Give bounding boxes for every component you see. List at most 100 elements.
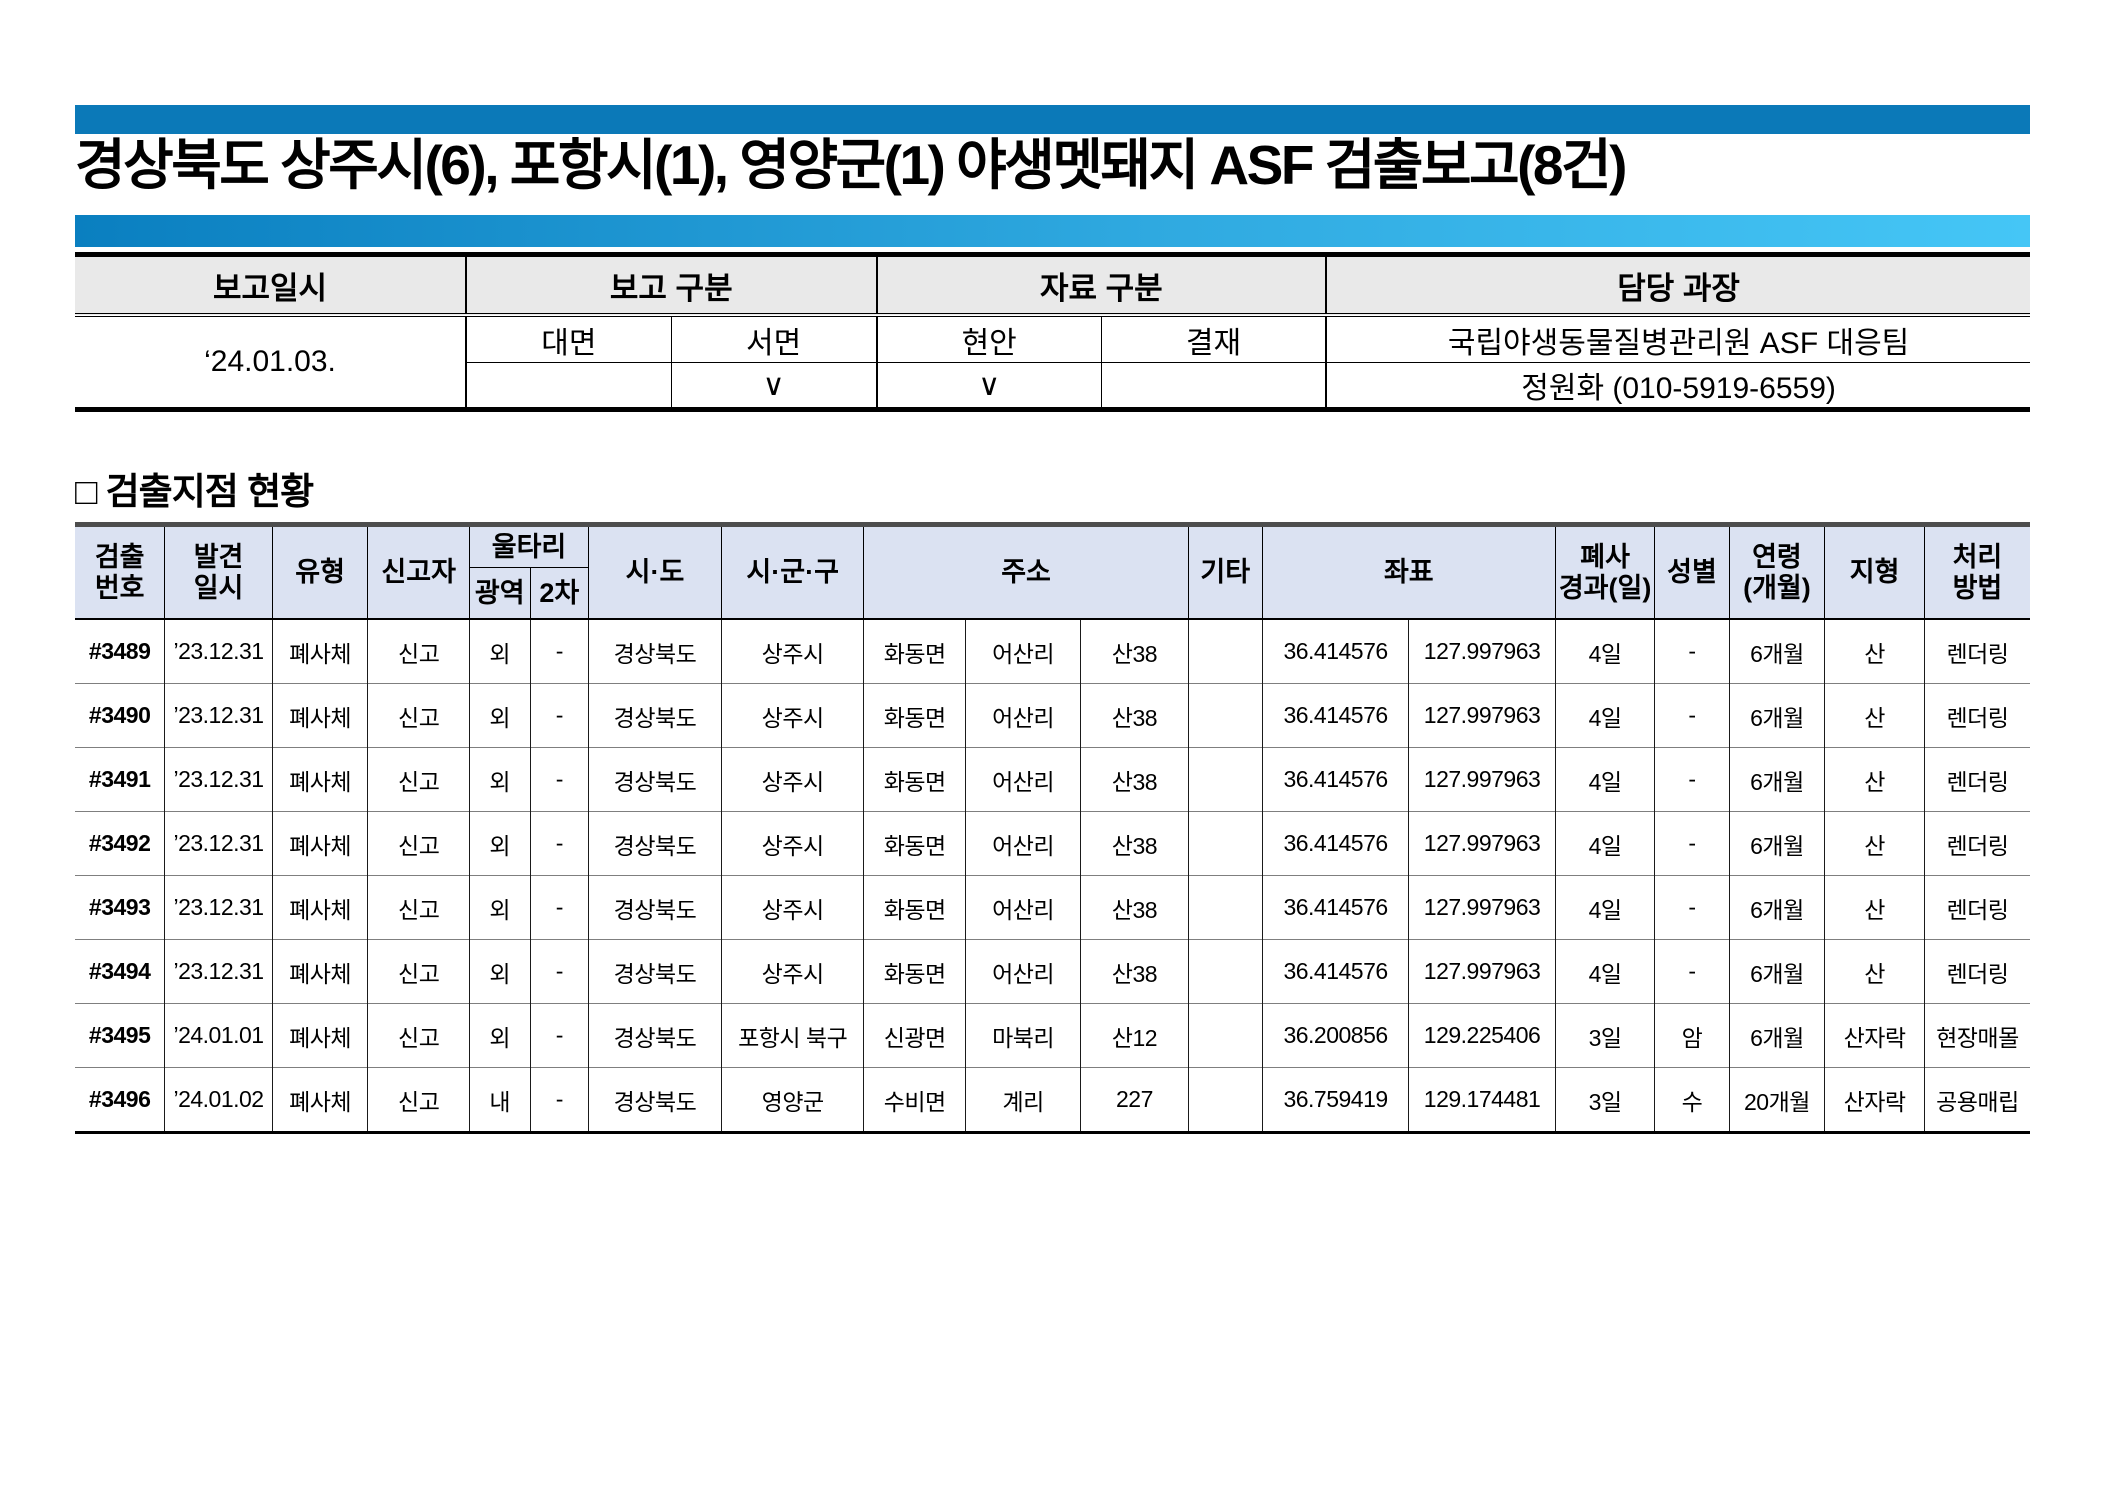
table-cell: ’23.12.31 [164,875,273,940]
table-row: #3493’23.12.31 폐사체 신고 외 - 경상북도 상주시 화동면 어산리 산38 36.… [75,875,2030,940]
table-cell: 129.174481 [1408,1067,1556,1133]
table-cell: 어산리 [964,875,1082,940]
table-cell: 6개월 [1728,875,1826,940]
table-cell: - [1654,875,1730,940]
table-cell: 영양군 [720,1067,865,1133]
table-cell: - [1654,939,1730,1004]
table-cell: 신고 [367,1067,470,1133]
manager-team: 국립야생동물질병관리원 ASF 대응팀 [1325,315,2030,363]
table-cell: 외 [468,939,531,1004]
table-cell [1187,875,1263,940]
col-detect-no: 검출 번호 [75,524,166,620]
table-cell: #3492 [75,811,166,876]
table-cell [1187,1067,1263,1133]
table-cell: 암 [1654,1003,1730,1068]
table-cell: 4일 [1554,811,1656,876]
table-cell: - [529,875,590,940]
table-cell: #3494 [75,939,166,1004]
table-cell: 렌더링 [1923,747,2030,812]
table-cell: - [529,939,590,1004]
table-cell [1187,939,1263,1004]
table-cell: 신광면 [863,1003,966,1068]
table-cell: 36.414576 [1261,619,1410,684]
table-cell: 127.997963 [1408,619,1556,684]
table-cell: 상주시 [720,619,865,684]
table-cell: ’24.01.01 [164,1003,273,1068]
table-cell: 신고 [367,1003,470,1068]
table-cell: 4일 [1554,619,1656,684]
table-cell: 경상북도 [588,1003,722,1068]
table-cell: 경상북도 [588,1067,722,1133]
table-cell: 산12 [1080,1003,1189,1068]
table-cell: 127.997963 [1408,747,1556,812]
table-cell: 수비면 [863,1067,966,1133]
table-cell: 수 [1654,1067,1730,1133]
table-cell: - [1654,619,1730,684]
table-cell: 렌더링 [1923,683,2030,748]
table-cell: ’23.12.31 [164,683,273,748]
table-cell: 어산리 [964,619,1082,684]
table-cell: 신고 [367,619,470,684]
table-cell: 신고 [367,875,470,940]
table-cell: 어산리 [964,747,1082,812]
table-cell: 127.997963 [1408,811,1556,876]
col-fence-2nd: 2차 [529,567,589,620]
table-cell: 상주시 [720,683,865,748]
table-cell: - [529,747,590,812]
table-cell [1187,747,1263,812]
table-cell: 경상북도 [588,875,722,940]
title-underline-gradient-bar [75,215,2030,247]
table-cell: ’23.12.31 [164,747,273,812]
table-cell: 4일 [1554,939,1656,1004]
table-cell: 화동면 [863,811,966,876]
table-cell: - [1654,747,1730,812]
table-cell: 상주시 [720,939,865,1004]
table-cell: 127.997963 [1408,875,1556,940]
table-cell: 산자락 [1824,1003,1925,1068]
table-cell: 화동면 [863,875,966,940]
table-cell: 내 [468,1067,531,1133]
top-accent-bar [75,105,2030,134]
report-info-row-checks: ∨ ∨ 정원화 (010-5919-6559) [75,362,2030,410]
table-cell: 6개월 [1728,811,1826,876]
manager-contact: 정원화 (010-5919-6559) [1325,362,2030,410]
table-cell: 폐사체 [271,1003,369,1068]
table-cell: 4일 [1554,683,1656,748]
col-death-days: 폐사 경과(일) [1554,524,1656,620]
table-cell: 어산리 [964,939,1082,1004]
table-row: #3490’23.12.31 폐사체 신고 외 - 경상북도 상주시 화동면 어산리 산38 36.… [75,683,2030,748]
page-title: 경상북도 상주시(6), 포항시(1), 영양군(1) 야생멧돼지 ASF 검출… [75,134,1627,196]
col-method: 처리 방법 [1923,524,2030,620]
table-cell: 폐사체 [271,683,369,748]
col-fence-wide: 광역 [469,567,531,620]
table-cell: 산38 [1080,875,1189,940]
table-cell: 경상북도 [588,811,722,876]
table-cell [1187,619,1263,684]
table-cell: 신고 [367,811,470,876]
table-cell: 화동면 [863,939,966,1004]
table-cell [1187,1003,1263,1068]
table-row: #3494’23.12.31 폐사체 신고 외 - 경상북도 상주시 화동면 어산리 산38 36.… [75,939,2030,1004]
table-cell: 상주시 [720,811,865,876]
col-reporter: 신고자 [367,524,470,620]
table-cell: 현장매몰 [1923,1003,2030,1068]
table-row: #3491’23.12.31 폐사체 신고 외 - 경상북도 상주시 화동면 어산리 산38 36.… [75,747,2030,812]
table-cell: - [529,1003,590,1068]
table-cell: ’24.01.02 [164,1067,273,1133]
table-cell: 36.414576 [1261,811,1410,876]
table-cell: 4일 [1554,747,1656,812]
table-cell: 산 [1824,747,1925,812]
col-coords: 좌표 [1261,524,1556,620]
col-fence: 울타리 [468,524,590,568]
table-cell: 렌더링 [1923,811,2030,876]
col-etc: 기타 [1187,524,1263,620]
table-cell: 폐사체 [271,1067,369,1133]
table-cell: 36.414576 [1261,939,1410,1004]
table-cell: 227 [1080,1067,1189,1133]
report-info-header-row: 보고일시 보고 구분 자료 구분 담당 과장 [75,254,2030,317]
table-cell: 폐사체 [271,811,369,876]
report-info-row-labels: ‘24.01.03. 대면 서면 현안 결재 국립야생동물질병관리원 ASF 대… [75,315,2030,378]
table-cell: 경상북도 [588,939,722,1004]
table-cell: 6개월 [1728,747,1826,812]
table-cell: 경상북도 [588,747,722,812]
